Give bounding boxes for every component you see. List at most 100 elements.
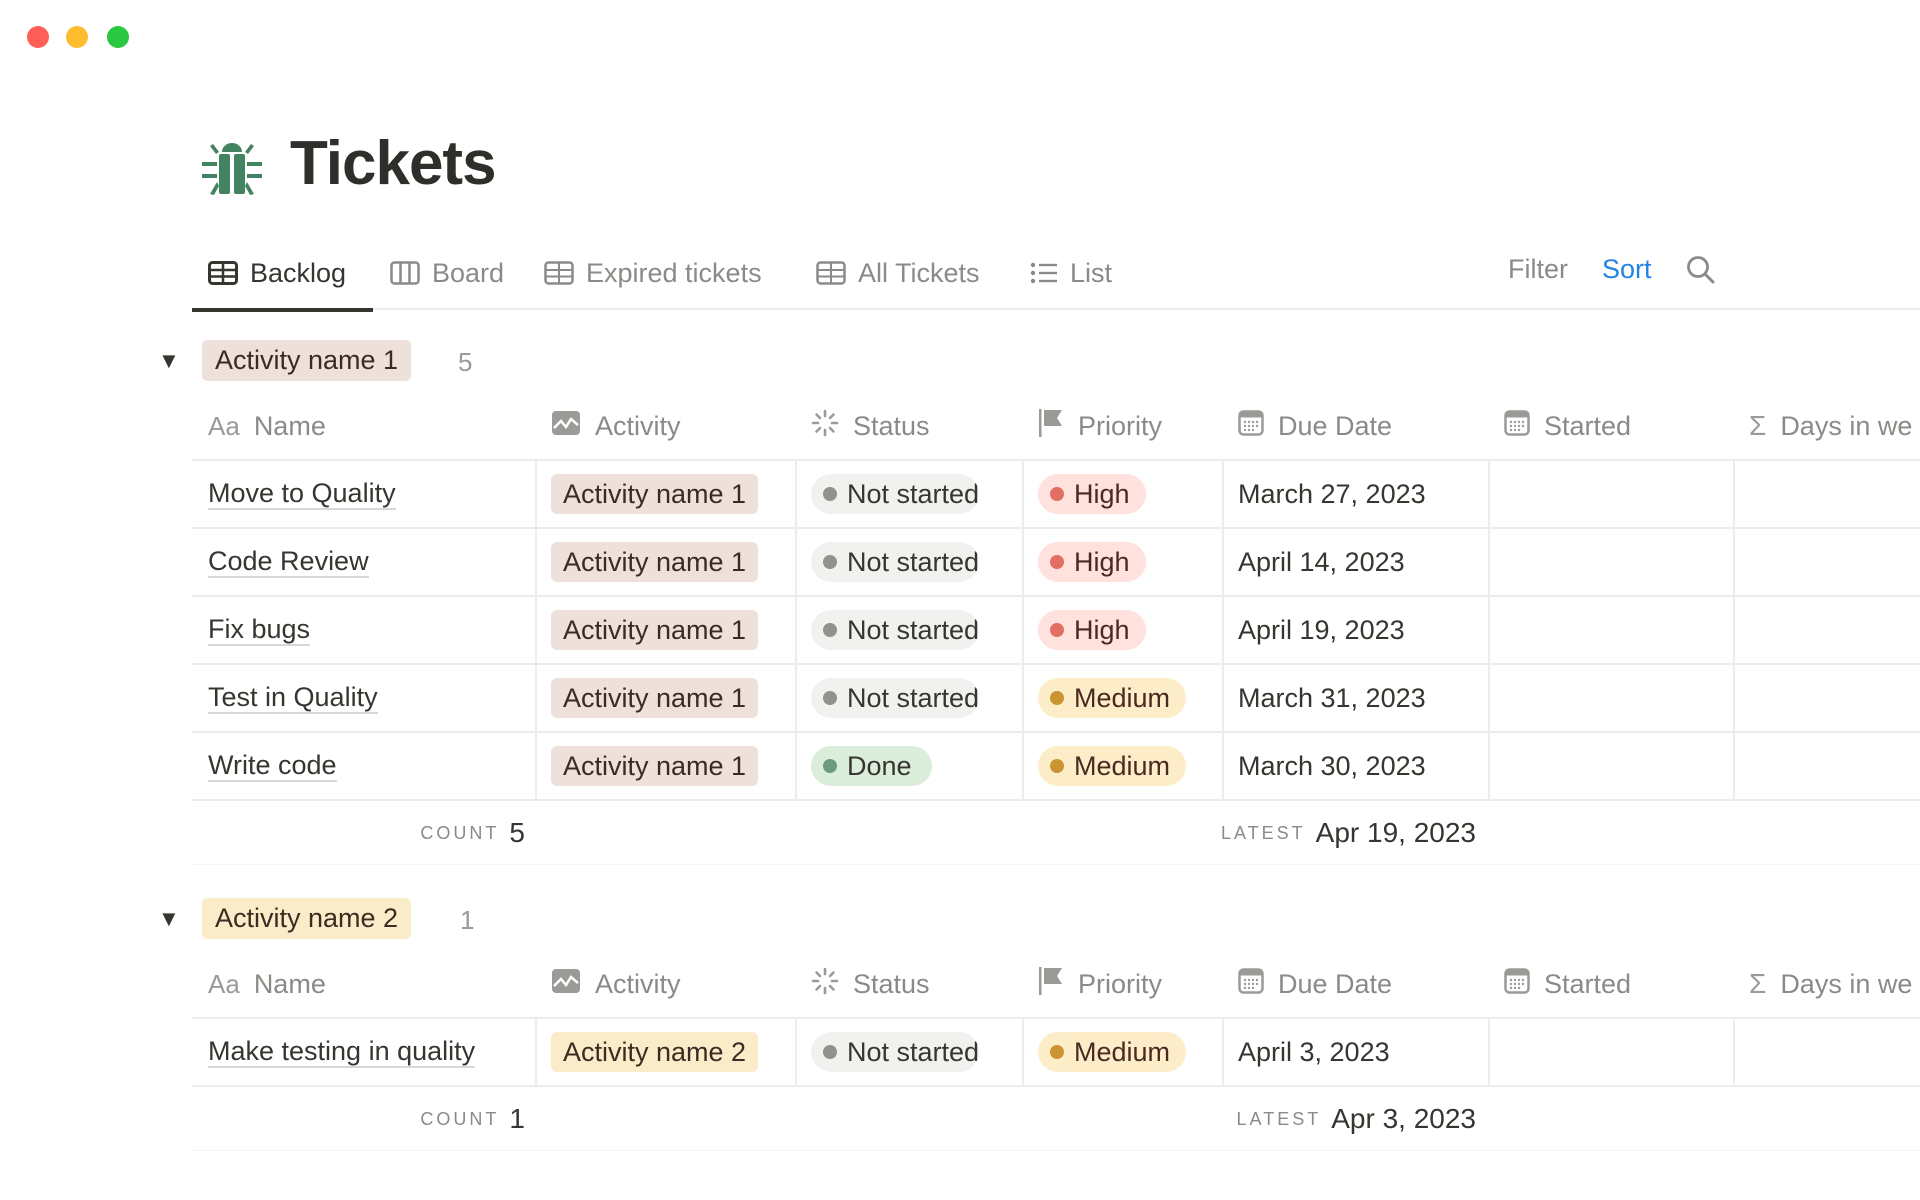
status-tag: Done: [811, 746, 932, 786]
cell-due-date[interactable]: April 14, 2023: [1238, 529, 1405, 595]
window-maximize-button[interactable]: [107, 26, 129, 48]
table-row[interactable]: Make testing in quality Activity name 2 No…: [192, 1019, 1920, 1087]
cell-activity[interactable]: Activity name 1: [551, 733, 759, 799]
latest-value: Apr 19, 2023: [1315, 817, 1476, 848]
latest-calculation[interactable]: LATEST Apr 19, 2023: [1222, 801, 1476, 865]
group-toggle-icon[interactable]: ▼: [158, 348, 180, 373]
latest-label: LATEST: [1222, 822, 1306, 843]
tab-board[interactable]: Board: [390, 254, 504, 292]
ticket-name-link[interactable]: Write code: [208, 750, 337, 782]
window-close-button[interactable]: [27, 26, 49, 48]
page-title: Tickets: [290, 129, 497, 198]
column-label: Priority: [1078, 968, 1163, 999]
table-row[interactable]: Write code Activity name 1 Done Medium March…: [192, 733, 1920, 801]
cell-priority[interactable]: Medium: [1038, 733, 1187, 799]
column-divider: [1222, 665, 1224, 731]
tab-list[interactable]: List: [1030, 254, 1112, 292]
column-header[interactable]: Status: [811, 393, 930, 459]
column-divider: [535, 733, 537, 799]
cell-activity[interactable]: Activity name 1: [551, 597, 759, 663]
cell-priority[interactable]: High: [1038, 461, 1146, 527]
ticket-name-link[interactable]: Fix bugs: [208, 614, 311, 646]
cell-activity[interactable]: Activity name 1: [551, 665, 759, 731]
column-header[interactable]: Σ Days in we: [1749, 393, 1912, 459]
column-divider: [1733, 597, 1735, 663]
cell-priority[interactable]: Medium: [1038, 665, 1187, 731]
cell-due-date[interactable]: April 3, 2023: [1238, 1019, 1390, 1085]
priority-dot-icon: [1050, 555, 1064, 569]
column-label: Status: [853, 410, 930, 441]
cell-status[interactable]: Not started: [811, 461, 980, 527]
count-label: COUNT: [420, 1108, 500, 1129]
cell-priority[interactable]: High: [1038, 529, 1146, 595]
table-row[interactable]: Test in Quality Activity name 1 Not starte…: [192, 665, 1920, 733]
column-divider: [535, 665, 537, 731]
cell-priority[interactable]: Medium: [1038, 1019, 1187, 1085]
column-divider: [1488, 1019, 1490, 1085]
cell-due-date[interactable]: March 27, 2023: [1238, 461, 1426, 527]
cell-activity[interactable]: Activity name 1: [551, 529, 759, 595]
activity-tag: Activity name 1: [551, 678, 759, 718]
tab-backlog[interactable]: Backlog: [208, 254, 346, 292]
search-icon[interactable]: [1686, 255, 1716, 285]
due-date: April 14, 2023: [1238, 546, 1405, 577]
column-header[interactable]: Priority: [1038, 393, 1162, 459]
column-header[interactable]: Started: [1504, 393, 1631, 459]
column-header[interactable]: Priority: [1038, 951, 1162, 1017]
cell-activity[interactable]: Activity name 1: [551, 461, 759, 527]
tab-label: All Tickets: [858, 257, 980, 288]
cell-priority[interactable]: High: [1038, 597, 1146, 663]
sort-button[interactable]: Sort: [1602, 254, 1652, 284]
count-value: 5: [509, 817, 525, 848]
status-tag: Not started: [811, 678, 980, 718]
priority-label: Medium: [1074, 1037, 1171, 1067]
cell-activity[interactable]: Activity name 2: [551, 1019, 759, 1085]
window-minimize-button[interactable]: [66, 26, 88, 48]
sigma-icon: Σ: [1749, 968, 1767, 999]
count-calculation[interactable]: COUNT 5: [192, 801, 525, 865]
cell-status[interactable]: Not started: [811, 597, 980, 663]
due-date: April 19, 2023: [1238, 614, 1405, 645]
due-date: March 31, 2023: [1238, 682, 1426, 713]
ticket-name-link[interactable]: Test in Quality: [208, 682, 378, 714]
tab-expired-tickets[interactable]: Expired tickets: [544, 254, 762, 292]
tab-all-tickets[interactable]: All Tickets: [816, 254, 980, 292]
group-toggle-icon[interactable]: ▼: [158, 906, 180, 931]
cell-status[interactable]: Not started: [811, 665, 980, 731]
cell-due-date[interactable]: March 30, 2023: [1238, 733, 1426, 799]
ticket-name-link[interactable]: Make testing in quality: [208, 1036, 476, 1068]
latest-calculation[interactable]: LATEST Apr 3, 2023: [1222, 1087, 1476, 1151]
column-header[interactable]: Due Date: [1238, 951, 1392, 1017]
cell-due-date[interactable]: April 19, 2023: [1238, 597, 1405, 663]
column-header[interactable]: Status: [811, 951, 930, 1017]
priority-dot-icon: [1050, 759, 1064, 773]
ticket-name-link[interactable]: Code Review: [208, 546, 369, 578]
column-divider: [795, 665, 797, 731]
column-header[interactable]: Aa Name: [208, 951, 326, 1017]
column-header[interactable]: Aa Name: [208, 393, 326, 459]
column-header[interactable]: Started: [1504, 951, 1631, 1017]
column-header[interactable]: Σ Days in we: [1749, 951, 1912, 1017]
group-count: 5: [458, 347, 473, 377]
column-header[interactable]: Activity: [551, 393, 681, 459]
due-date: April 3, 2023: [1238, 1036, 1390, 1067]
table-row[interactable]: Fix bugs Activity name 1 Not started High Ap…: [192, 597, 1920, 665]
table-row[interactable]: Move to Quality Activity name 1 Not starte…: [192, 461, 1920, 529]
cell-status[interactable]: Done: [811, 733, 932, 799]
priority-tag: High: [1038, 610, 1146, 650]
column-header[interactable]: Activity: [551, 951, 681, 1017]
column-label: Due Date: [1278, 410, 1393, 441]
sigma-icon: Σ: [1749, 410, 1767, 441]
cell-status[interactable]: Not started: [811, 529, 980, 595]
count-calculation[interactable]: COUNT 1: [192, 1087, 525, 1151]
column-header[interactable]: Due Date: [1238, 393, 1392, 459]
priority-label: High: [1074, 479, 1130, 509]
cell-status[interactable]: Not started: [811, 1019, 980, 1085]
filter-button[interactable]: Filter: [1508, 254, 1568, 284]
cell-due-date[interactable]: March 31, 2023: [1238, 665, 1426, 731]
priority-label: Medium: [1074, 751, 1171, 781]
column-divider: [1733, 733, 1735, 799]
status-label: Not started: [847, 479, 980, 509]
table-row[interactable]: Code Review Activity name 1 Not started Hig…: [192, 529, 1920, 597]
ticket-name-link[interactable]: Move to Quality: [208, 478, 396, 510]
